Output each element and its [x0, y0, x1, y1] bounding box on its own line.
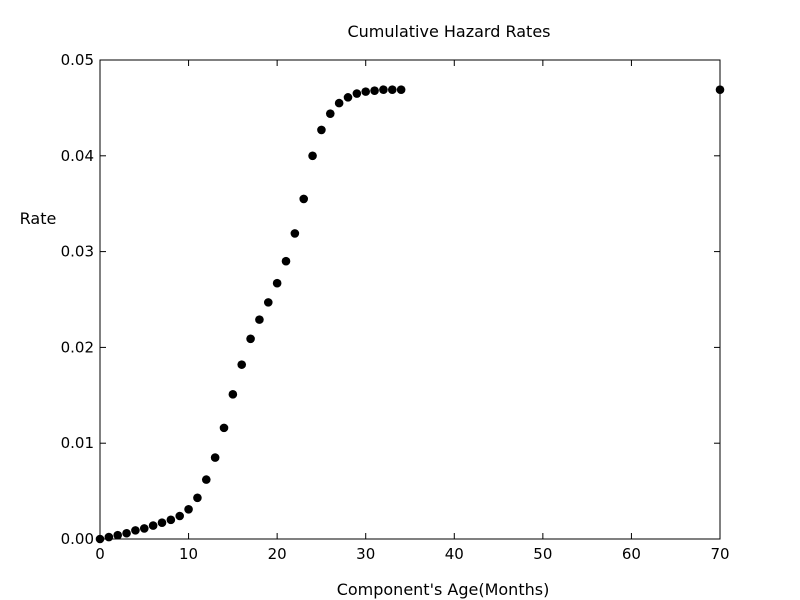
data-point [113, 530, 123, 540]
data-point [370, 86, 379, 95]
data-point [184, 505, 193, 514]
y-tick-label: 0.00 [61, 530, 94, 548]
data-point [246, 334, 255, 344]
x-tick-label: 20 [268, 545, 287, 563]
data-point [175, 511, 185, 521]
data-point [219, 423, 229, 433]
data-point [263, 298, 273, 307]
data-point [379, 85, 388, 94]
y-axis-label: Rate [20, 209, 57, 228]
x-tick-label: 30 [356, 545, 375, 563]
y-tick-label: 0.02 [61, 338, 94, 356]
x-tick-label: 50 [533, 545, 552, 563]
y-tick-label: 0.04 [61, 147, 94, 165]
data-point [122, 528, 131, 538]
data-point [352, 89, 362, 98]
y-tick-label: 0.01 [61, 434, 94, 452]
data-point [361, 87, 371, 96]
chart-title: Cumulative Hazard Rates [347, 22, 550, 41]
data-point [396, 85, 406, 94]
axis-ticks: 0 10 20 30 40 50 60 70 0.00 0.01 0.02 0.03 0.04 0.05 [61, 51, 730, 563]
x-tick-label: 60 [622, 545, 641, 563]
data-point [272, 278, 282, 288]
data-point [334, 98, 344, 108]
data-point [201, 475, 211, 484]
data-point [715, 85, 725, 94]
data-point [95, 534, 105, 544]
data-point [255, 315, 264, 324]
data-point [228, 390, 238, 399]
data-point [290, 229, 300, 238]
x-tick-label: 40 [445, 545, 464, 563]
y-tick-label: 0.05 [61, 51, 94, 69]
data-point [210, 453, 220, 462]
x-tick-label: 0 [95, 545, 105, 563]
data-point [148, 521, 158, 530]
data-point [131, 526, 140, 535]
x-tick-label: 10 [179, 545, 198, 563]
data-point [317, 125, 326, 135]
x-axis-label: Component's Age(Months) [337, 580, 550, 599]
data-point [387, 85, 397, 94]
data-point [193, 493, 202, 503]
data-point [139, 524, 149, 533]
data-point [104, 532, 114, 542]
scatter-points [95, 85, 725, 544]
data-point [166, 515, 176, 525]
data-point [325, 109, 335, 118]
data-point [308, 151, 317, 161]
y-tick-label: 0.03 [61, 243, 94, 261]
plot-frame [99, 59, 721, 540]
data-point [299, 194, 309, 204]
data-point [343, 93, 353, 102]
x-tick-label: 70 [710, 545, 729, 563]
data-point [281, 256, 291, 266]
data-point [237, 360, 247, 369]
data-point [157, 518, 167, 528]
